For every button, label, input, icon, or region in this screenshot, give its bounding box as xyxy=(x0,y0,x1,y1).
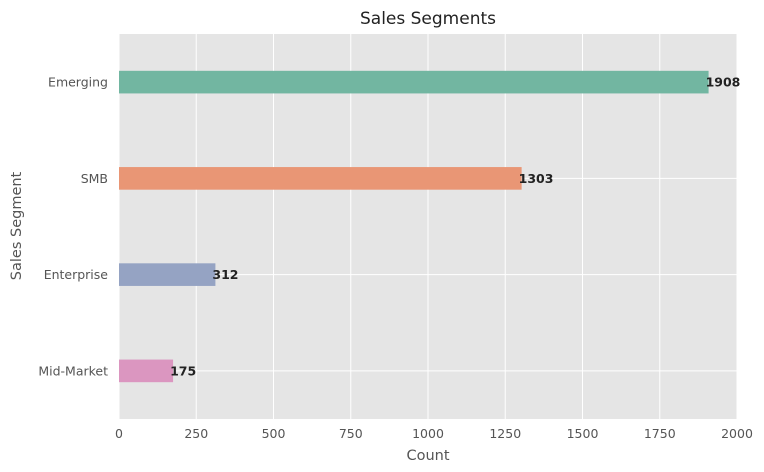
x-tick-label: 500 xyxy=(262,426,286,441)
bars xyxy=(119,70,709,383)
x-tick-label: 1500 xyxy=(567,426,599,441)
bar-mid-market xyxy=(119,359,174,383)
bar-enterprise xyxy=(119,263,216,286)
chart-title: Sales Segments xyxy=(360,9,496,29)
bar-smb xyxy=(119,167,522,190)
data-label: 312 xyxy=(212,267,238,282)
x-tick-label: 1750 xyxy=(644,426,676,441)
y-tick-labels: Emerging SMB Enterprise Mid-Market xyxy=(38,75,108,379)
bar-emerging xyxy=(119,70,709,94)
data-label: 175 xyxy=(170,363,196,378)
x-tick-label: 1000 xyxy=(412,426,444,441)
x-tick-labels: 0 250 500 750 1000 1250 1500 1750 2000 xyxy=(115,426,753,441)
data-labels: 1908 1303 312 175 xyxy=(170,75,740,379)
y-tick-label: Enterprise xyxy=(44,267,109,282)
data-label: 1303 xyxy=(519,171,554,186)
data-label: 1908 xyxy=(706,75,741,90)
y-tick-label: Mid-Market xyxy=(38,363,108,378)
x-tick-label: 250 xyxy=(184,426,208,441)
y-tick-label: SMB xyxy=(81,171,108,186)
x-tick-label: 0 xyxy=(115,426,123,441)
x-tick-label: 2000 xyxy=(721,426,753,441)
x-axis-label: Count xyxy=(406,448,449,464)
x-tick-label: 1250 xyxy=(489,426,521,441)
y-tick-label: Emerging xyxy=(48,75,108,90)
x-tick-label: 750 xyxy=(339,426,363,441)
y-axis-label: Sales Segment xyxy=(9,171,25,280)
